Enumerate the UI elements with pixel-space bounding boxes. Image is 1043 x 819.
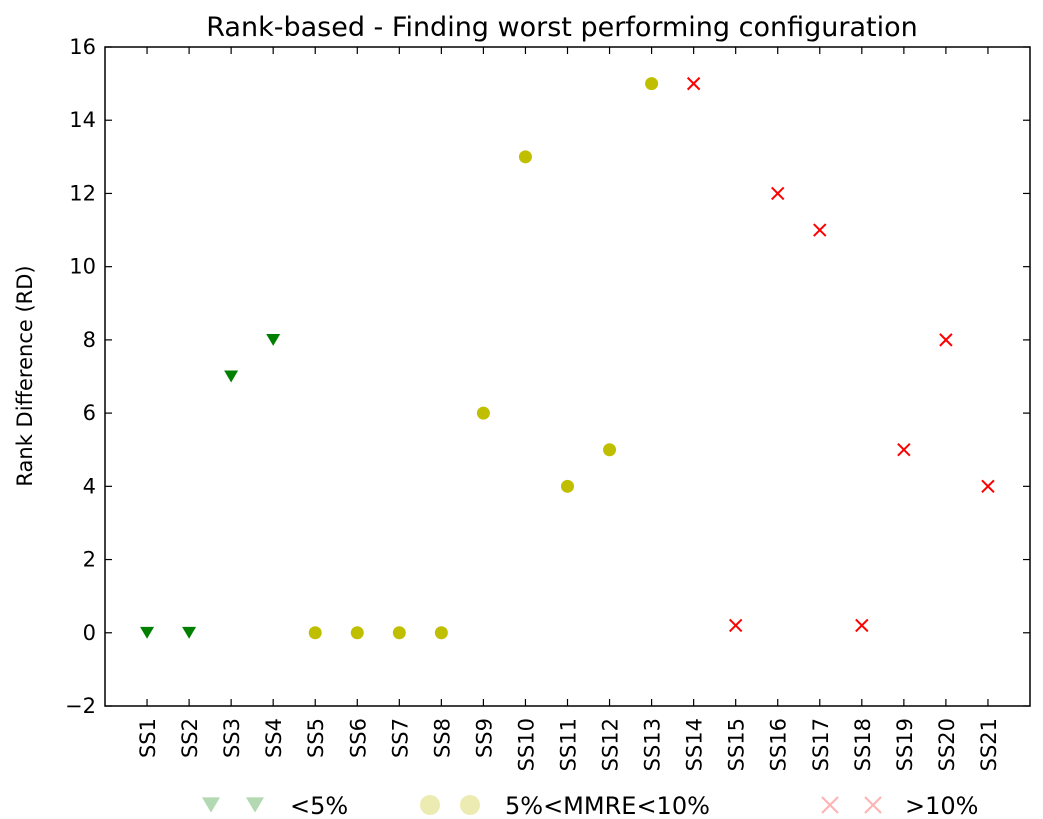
legend-marker: [420, 795, 440, 815]
data-point: [603, 443, 617, 457]
x-tick-label: SS18: [851, 718, 875, 771]
plot-area: −2 0 2 4 6 8 10 12 14 16 SS1 SS2 SS3 SS4 SS5 SS6 SS7 SS8 S…: [65, 35, 1031, 771]
chart-title: Rank-based - Finding worst performing co…: [206, 12, 917, 43]
data-point: [686, 76, 701, 91]
data-point: [645, 77, 659, 91]
y-tick-label: 10: [69, 255, 96, 279]
legend-label: <5%: [290, 792, 348, 819]
x-tick-label: SS1: [136, 718, 160, 758]
x-tick-label: SS16: [767, 718, 791, 771]
y-tick-label: −2: [65, 694, 96, 718]
plot-frame: [104, 46, 1031, 707]
y-tick-label: 12: [69, 181, 96, 205]
data-point: [350, 626, 364, 640]
legend-label: >10%: [905, 792, 978, 819]
x-tick-label: SS3: [220, 718, 244, 758]
legend-marker: [246, 797, 264, 813]
legend-marker: [460, 795, 480, 815]
data-point: [182, 626, 197, 639]
data-point: [813, 223, 827, 237]
y-tick-label: 6: [83, 401, 96, 425]
data-point: [771, 186, 785, 201]
x-tick-label: SS21: [977, 718, 1001, 771]
data-point: [476, 406, 490, 420]
data-point: [434, 626, 448, 640]
legend-marker: [864, 796, 882, 814]
data-point: [266, 333, 281, 346]
x-tick-label: SS19: [893, 718, 917, 771]
x-tick-label: SS4: [262, 718, 286, 758]
legend: <5% 5%<MMRE<10% >10%: [202, 792, 978, 819]
data-point: [518, 150, 532, 164]
y-tick-label: 4: [83, 474, 96, 498]
x-tick-label: SS2: [178, 718, 202, 758]
data-point: [897, 443, 911, 457]
data-point: [561, 479, 574, 493]
legend-marker: [202, 797, 220, 813]
x-tick-label: SS9: [472, 718, 496, 758]
data-point: [224, 370, 239, 383]
x-tick-label: SS12: [599, 718, 623, 771]
x-tick-label: SS11: [557, 718, 581, 771]
x-tick-label: SS13: [641, 718, 665, 771]
data-point: [981, 479, 995, 494]
x-tick-label: SS8: [430, 718, 454, 758]
x-tick-label: SS5: [304, 718, 328, 758]
data-point: [140, 626, 155, 639]
legend-label: 5%<MMRE<10%: [505, 792, 710, 819]
y-tick-label: 2: [83, 548, 96, 572]
y-tick-label: 16: [69, 35, 96, 59]
y-tick-label: 8: [83, 328, 96, 352]
x-tick-label: SS10: [514, 718, 538, 771]
x-tick-label: SS17: [809, 718, 833, 771]
data-point: [392, 626, 406, 640]
data-point: [728, 618, 743, 633]
y-tick-label: 14: [69, 108, 96, 132]
data-point: [855, 618, 869, 633]
x-tick-label: SS6: [346, 718, 370, 758]
data-point: [939, 333, 953, 347]
data-point: [308, 626, 322, 640]
x-tick-label: SS14: [683, 718, 707, 771]
x-tick-label: SS20: [935, 718, 959, 771]
y-axis-label: Rank Difference (RD): [13, 265, 37, 486]
legend-marker: [821, 796, 839, 814]
x-tick-label: SS7: [388, 718, 412, 758]
x-tick-label: SS15: [725, 718, 749, 771]
y-tick-label: 0: [83, 621, 96, 645]
